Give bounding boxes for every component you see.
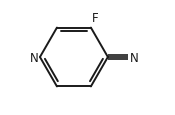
Text: F: F bbox=[92, 12, 99, 25]
Text: N: N bbox=[130, 51, 138, 64]
Text: N: N bbox=[30, 51, 38, 64]
